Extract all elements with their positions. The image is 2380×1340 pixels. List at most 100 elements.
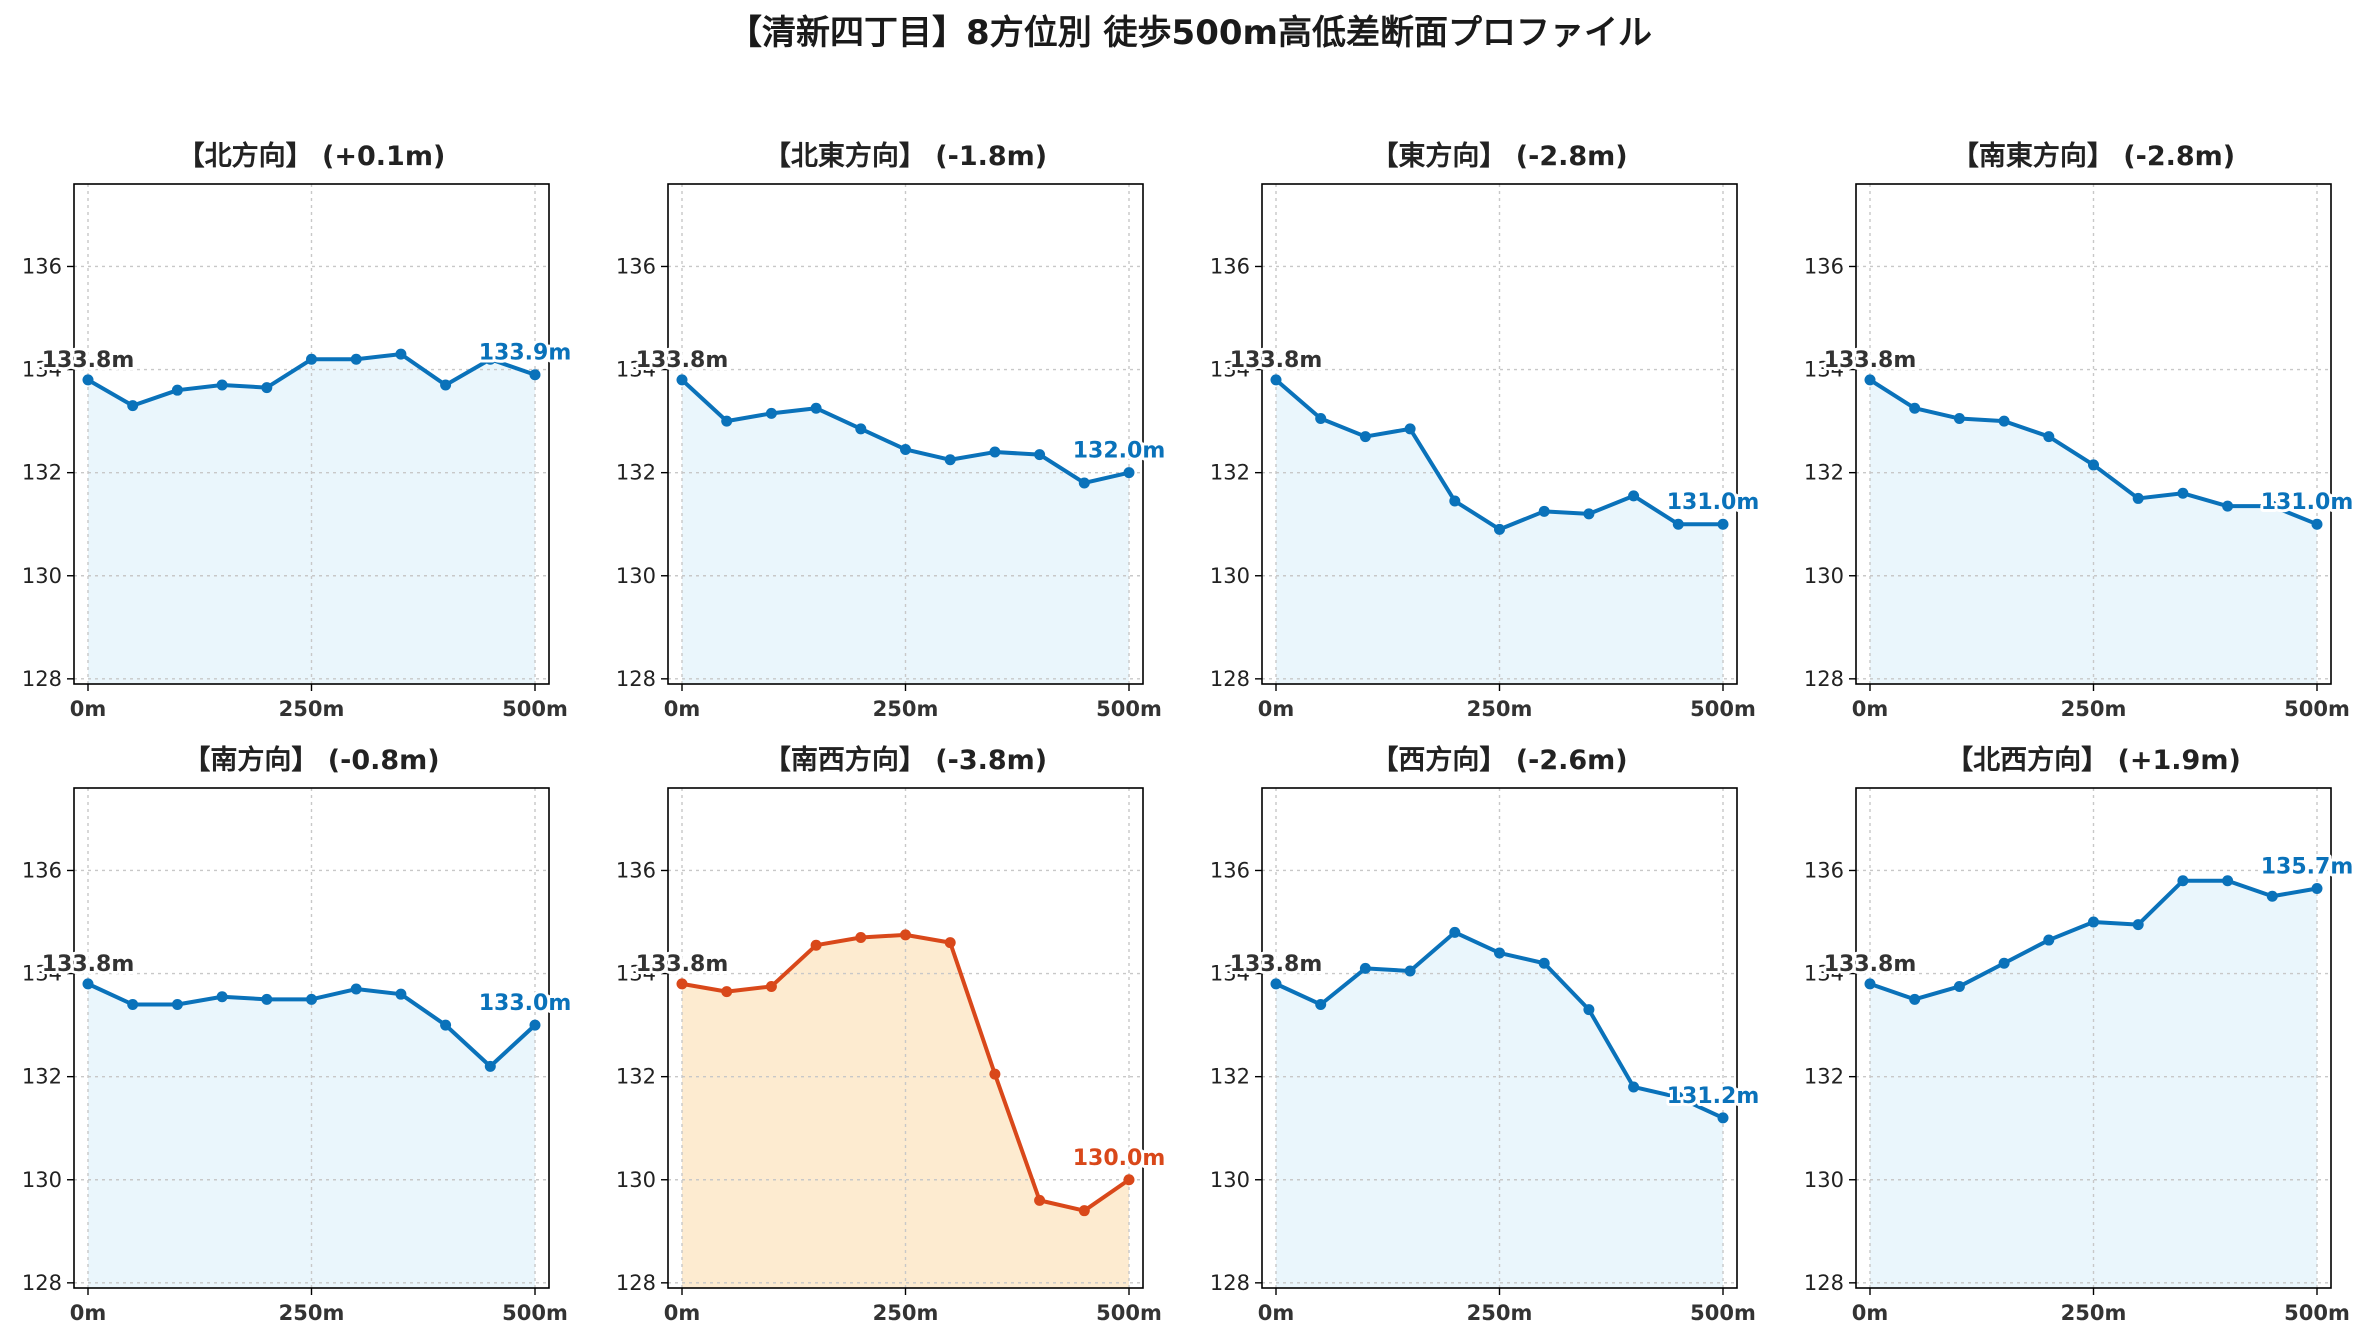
panel-4-start-label: 133.8m xyxy=(1824,348,1917,373)
panel-1-xtick-label-1: 250m xyxy=(279,697,345,721)
panel-2-xtick-label-1: 250m xyxy=(873,697,939,721)
panel-2-end-label: 132.0m xyxy=(1073,439,1166,464)
panel-7-point-3 xyxy=(1404,965,1416,977)
panel-4-point-2 xyxy=(1953,413,1965,425)
panel-1-xtick-label-0: 0m xyxy=(70,697,107,721)
panel-7-point-10 xyxy=(1717,1112,1729,1124)
panel-4-point-4 xyxy=(2043,431,2055,443)
panel-8-point-10 xyxy=(2311,883,2323,895)
panel-7-point-4 xyxy=(1449,926,1461,938)
panel-6-point-6 xyxy=(944,937,956,949)
panel-4-xtick-label-2: 500m xyxy=(2284,697,2350,721)
panel-6-xtick-label-1: 250m xyxy=(873,1301,939,1325)
panel-1-area-fill xyxy=(88,354,535,684)
panel-5-point-7 xyxy=(395,988,407,1000)
panel-1-point-1 xyxy=(127,400,139,412)
panel-3-xtick-label-0: 0m xyxy=(1258,697,1295,721)
panel-1-point-6 xyxy=(350,353,362,365)
panel-5: 【南方向】 (-0.8m) 128 130 132 134 136 0m 250m 500m 13… xyxy=(22,744,574,1325)
panel-4-point-5 xyxy=(2088,459,2099,471)
panel-1-end-label-halo: 133.9m xyxy=(479,341,572,366)
panel-3-point-10 xyxy=(1717,518,1729,530)
panel-2-point-0 xyxy=(676,374,688,386)
panel-8-point-9 xyxy=(2266,890,2278,902)
panel-7-ytick-label-2: 132 xyxy=(1210,1065,1250,1089)
panel-2-point-3 xyxy=(810,402,822,414)
panel-8-point-6 xyxy=(2132,919,2144,931)
panel-5-end-label: 133.0m xyxy=(479,991,572,1016)
panel-5-point-1 xyxy=(127,998,139,1010)
panel-2-point-9 xyxy=(1078,477,1090,489)
panel-5-point-8 xyxy=(440,1019,452,1031)
panel-7-point-1 xyxy=(1315,998,1327,1010)
panel-4-ytick-label-2: 132 xyxy=(1804,461,1844,485)
panel-5-point-9 xyxy=(484,1060,496,1072)
panel-7: 【西方向】 (-2.6m) 128 130 132 134 136 0m 250m 500m 13… xyxy=(1210,744,1762,1325)
panel-3-point-9 xyxy=(1672,518,1684,530)
panel-5-point-6 xyxy=(350,983,362,995)
panel-5-point-2 xyxy=(171,998,183,1010)
panel-5-ytick-label-3: 134 xyxy=(22,962,62,986)
panel-8-point-7 xyxy=(2177,875,2189,887)
panel-1-xtick-label-2: 500m xyxy=(502,697,568,721)
panel-3-ytick-label-1: 130 xyxy=(1210,564,1250,588)
panel-1-ytick-label-1: 130 xyxy=(22,564,62,588)
panel-1-ytick-label-0: 128 xyxy=(22,667,62,691)
panel-2-point-8 xyxy=(1034,449,1046,461)
panel-3-point-2 xyxy=(1359,431,1371,443)
panel-2-start-label: 133.8m xyxy=(636,348,729,373)
panel-3-end-label-halo: 131.0m xyxy=(1667,490,1760,515)
panel-5-ytick-label-1: 130 xyxy=(22,1168,62,1192)
panel-8-point-2 xyxy=(1953,980,1965,992)
panel-6-point-3 xyxy=(810,939,822,951)
panel-7-end-label-halo: 131.2m xyxy=(1667,1084,1760,1109)
panel-3-point-5 xyxy=(1494,523,1505,535)
panel-3-point-8 xyxy=(1628,490,1640,502)
panel-4-point-6 xyxy=(2132,492,2144,504)
panel-8-point-1 xyxy=(1909,993,1921,1005)
panel-4-point-8 xyxy=(2222,500,2234,512)
panel-6-point-10 xyxy=(1123,1174,1135,1186)
panel-2: 【北東方向】 (-1.8m) 128 130 132 134 136 0m 250m 500m 1… xyxy=(616,140,1168,721)
panel-8-ytick-label-1: 130 xyxy=(1804,1168,1844,1192)
panel-3-point-4 xyxy=(1449,495,1461,507)
panel-4-ytick-label-1: 130 xyxy=(1804,564,1844,588)
panel-7-point-6 xyxy=(1538,957,1550,969)
panel-6-ytick-label-2: 132 xyxy=(616,1065,656,1089)
panel-8-xtick-label-1: 250m xyxy=(2061,1301,2127,1325)
panel-3-ytick-label-3: 134 xyxy=(1210,358,1250,382)
panel-6-ytick-label-1: 130 xyxy=(616,1168,656,1192)
panel-6-ytick-label-4: 136 xyxy=(616,858,656,882)
panel-3-point-6 xyxy=(1538,505,1550,517)
panel-1-ytick-label-3: 134 xyxy=(22,358,62,382)
panel-1-ytick-label-2: 132 xyxy=(22,461,62,485)
panel-7-ytick-label-3: 134 xyxy=(1210,962,1250,986)
panel-2-xtick-label-0: 0m xyxy=(664,697,701,721)
panel-2-point-7 xyxy=(989,446,1001,458)
panel-4-ytick-label-3: 134 xyxy=(1804,358,1844,382)
panel-1-point-0 xyxy=(82,374,94,386)
panel-4: 【南東方向】 (-2.8m) 128 130 132 134 136 0m 250m 500m 1… xyxy=(1804,140,2356,721)
panel-7-start-label-halo: 133.8m xyxy=(1230,952,1323,977)
panel-7-title: 【西方向】 (-2.6m) xyxy=(1371,744,1627,776)
panel-5-xtick-label-0: 0m xyxy=(70,1301,107,1325)
panel-3-title: 【東方向】 (-2.8m) xyxy=(1371,140,1627,172)
panel-4-point-0 xyxy=(1864,374,1876,386)
panel-6-title: 【南西方向】 (-3.8m) xyxy=(764,744,1047,776)
panel-8-start-label-halo: 133.8m xyxy=(1824,952,1917,977)
panel-3-start-label-halo: 133.8m xyxy=(1230,348,1323,373)
panel-6-point-1 xyxy=(721,986,733,998)
panel-7-start-label: 133.8m xyxy=(1230,952,1323,977)
panel-4-xtick-label-1: 250m xyxy=(2061,697,2127,721)
panel-1-ytick-label-4: 136 xyxy=(22,254,62,278)
panel-4-start-label-halo: 133.8m xyxy=(1824,348,1917,373)
panel-8-ytick-label-3: 134 xyxy=(1804,962,1844,986)
panel-8-xtick-label-0: 0m xyxy=(1852,1301,1889,1325)
panel-7-xtick-label-1: 250m xyxy=(1467,1301,1533,1325)
panel-8-end-label: 135.7m xyxy=(2261,855,2354,880)
panel-2-point-10 xyxy=(1123,467,1135,479)
panel-2-point-5 xyxy=(900,443,911,455)
panel-2-point-1 xyxy=(721,415,733,427)
panel-2-point-4 xyxy=(855,423,867,435)
panel-5-point-5 xyxy=(306,993,317,1005)
